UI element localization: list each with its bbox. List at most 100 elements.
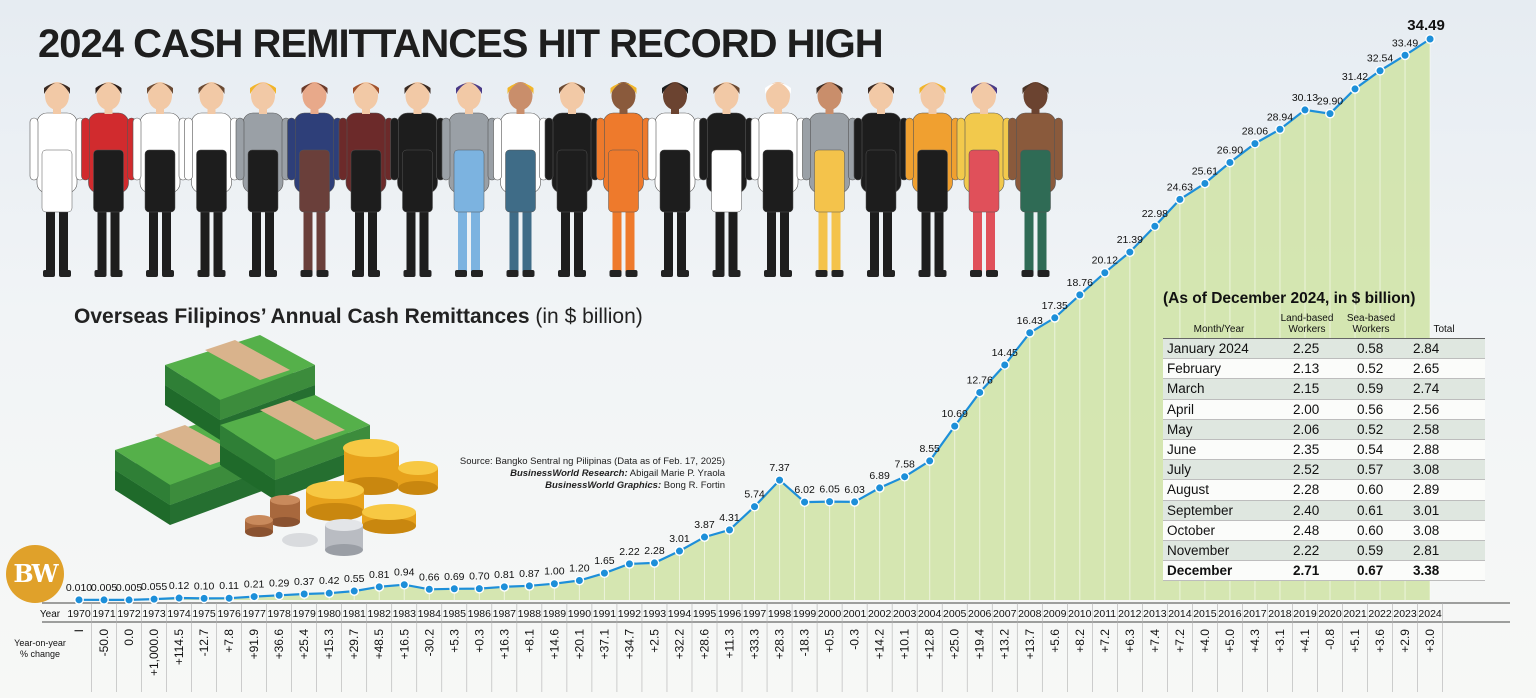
yoy-change-label: +14.2 — [873, 629, 887, 660]
yoy-change-label: +0.5 — [823, 629, 837, 653]
table: Month/Year Land-based Workers Sea-based … — [1163, 311, 1485, 582]
year-tick-label: 1998 — [768, 608, 792, 620]
worker-lower-garment — [762, 149, 794, 213]
data-point — [324, 588, 335, 599]
cell-total: 2.88 — [1403, 439, 1485, 461]
worker-lower-garment — [247, 149, 279, 213]
data-point — [824, 496, 835, 507]
col-header-total: Total — [1403, 311, 1485, 339]
cell-total: 3.08 — [1403, 520, 1485, 541]
yoy-change-label: -50.0 — [97, 629, 111, 657]
data-point — [1425, 34, 1435, 44]
worker-lower-garment — [144, 149, 176, 213]
table-caption: (As of December 2024, in $ billion) — [1163, 290, 1416, 307]
year-tick-label: 1976 — [217, 608, 241, 620]
worker-shoe — [197, 270, 210, 277]
data-label: 0.94 — [394, 567, 415, 579]
worker-lower-garment — [350, 149, 382, 213]
worker-shoe — [764, 270, 776, 277]
yoy-change-label: +16.3 — [497, 629, 511, 660]
data-point — [349, 586, 360, 596]
worker-head — [508, 82, 533, 110]
yoy-change-label: +5.0 — [1223, 629, 1237, 653]
worker-hair — [44, 83, 70, 94]
data-point — [1074, 289, 1085, 300]
worker-shoe — [934, 270, 947, 277]
data-label: 8.55 — [919, 443, 940, 455]
source-credits: Source: Bangko Sentral ng Pilipinas (Dat… — [380, 456, 725, 492]
data-point — [924, 456, 935, 466]
worker-hair — [147, 83, 173, 94]
data-point — [874, 483, 885, 493]
worker-head — [611, 82, 636, 110]
cell-total: 2.89 — [1403, 479, 1485, 501]
year-tick-label: 1972 — [117, 608, 141, 620]
data-label: 32.54 — [1367, 53, 1393, 65]
worker-head — [199, 82, 224, 110]
worker-leg — [252, 190, 261, 272]
cell-land-based: 2.40 — [1275, 500, 1339, 521]
worker-figure — [441, 82, 497, 277]
year-tick-label: 2022 — [1368, 608, 1392, 620]
worker-lower-garment — [556, 149, 588, 213]
data-point — [249, 591, 260, 602]
worker-arm — [29, 117, 39, 181]
worker-hair — [250, 83, 276, 94]
worker-hair — [95, 83, 122, 94]
table-row: January 2024 2.25 0.58 2.84 — [1163, 338, 1485, 360]
data-point — [74, 594, 84, 605]
cell-land-based: 2.25 — [1275, 338, 1339, 360]
cell-sea-based: 0.56 — [1339, 399, 1403, 420]
worker-figure — [905, 82, 960, 277]
worker-leg — [149, 190, 158, 272]
data-point — [499, 581, 510, 592]
worker-leg — [419, 190, 429, 272]
worker-figure — [853, 82, 909, 277]
data-label: 0.42 — [319, 575, 340, 587]
worker-arm — [699, 117, 708, 181]
data-label: 0.70 — [469, 571, 490, 583]
year-tick-label: 1985 — [443, 608, 467, 620]
cell-total: 2.81 — [1403, 540, 1485, 562]
worker-lower-garment — [41, 149, 73, 213]
worker-leg — [574, 190, 583, 272]
worker-shoe — [43, 270, 55, 277]
data-point — [474, 583, 485, 594]
worker-shoe — [352, 270, 364, 277]
worker-shoe — [162, 270, 174, 277]
worker-hair — [559, 83, 585, 94]
worker-head — [766, 82, 790, 110]
yoy-change-label: +7.2 — [1173, 629, 1187, 653]
worker-arm — [184, 117, 193, 181]
cell-total: 3.08 — [1403, 459, 1485, 481]
worker-shoe — [918, 270, 931, 277]
data-label: 20.12 — [1092, 255, 1118, 267]
year-tick-label: 2008 — [1018, 608, 1042, 620]
worker-figure — [699, 82, 754, 277]
worker-hair — [713, 83, 740, 94]
yoy-change-label: -0.8 — [1323, 629, 1337, 650]
worker-shoe — [213, 270, 226, 277]
yoy-change-label: -18.3 — [798, 629, 812, 657]
yoy-change-label: +32.2 — [672, 629, 686, 660]
worker-shoe — [728, 270, 741, 277]
cell-sea-based: 0.59 — [1339, 378, 1403, 400]
worker-shoe — [94, 270, 107, 277]
worker-shoe — [558, 270, 570, 277]
yoy-change-label: +7.4 — [1148, 629, 1162, 653]
worker-hair — [198, 83, 225, 94]
year-tick-label: 1984 — [418, 608, 442, 620]
worker-hair — [1022, 83, 1049, 94]
worker-arm — [905, 117, 914, 181]
yoy-change-label: +4.1 — [1298, 629, 1312, 653]
year-tick-label: 1996 — [718, 608, 742, 620]
cell-land-based: 2.00 — [1275, 399, 1339, 420]
yoy-change-label: +13.7 — [1023, 629, 1037, 660]
year-tick-label: 1990 — [568, 608, 592, 620]
year-tick-label: 1995 — [693, 608, 717, 620]
data-label: 6.02 — [794, 484, 815, 496]
worker-lower-garment — [917, 149, 948, 213]
worker-lower-garment — [711, 149, 742, 213]
worker-head — [920, 82, 945, 110]
